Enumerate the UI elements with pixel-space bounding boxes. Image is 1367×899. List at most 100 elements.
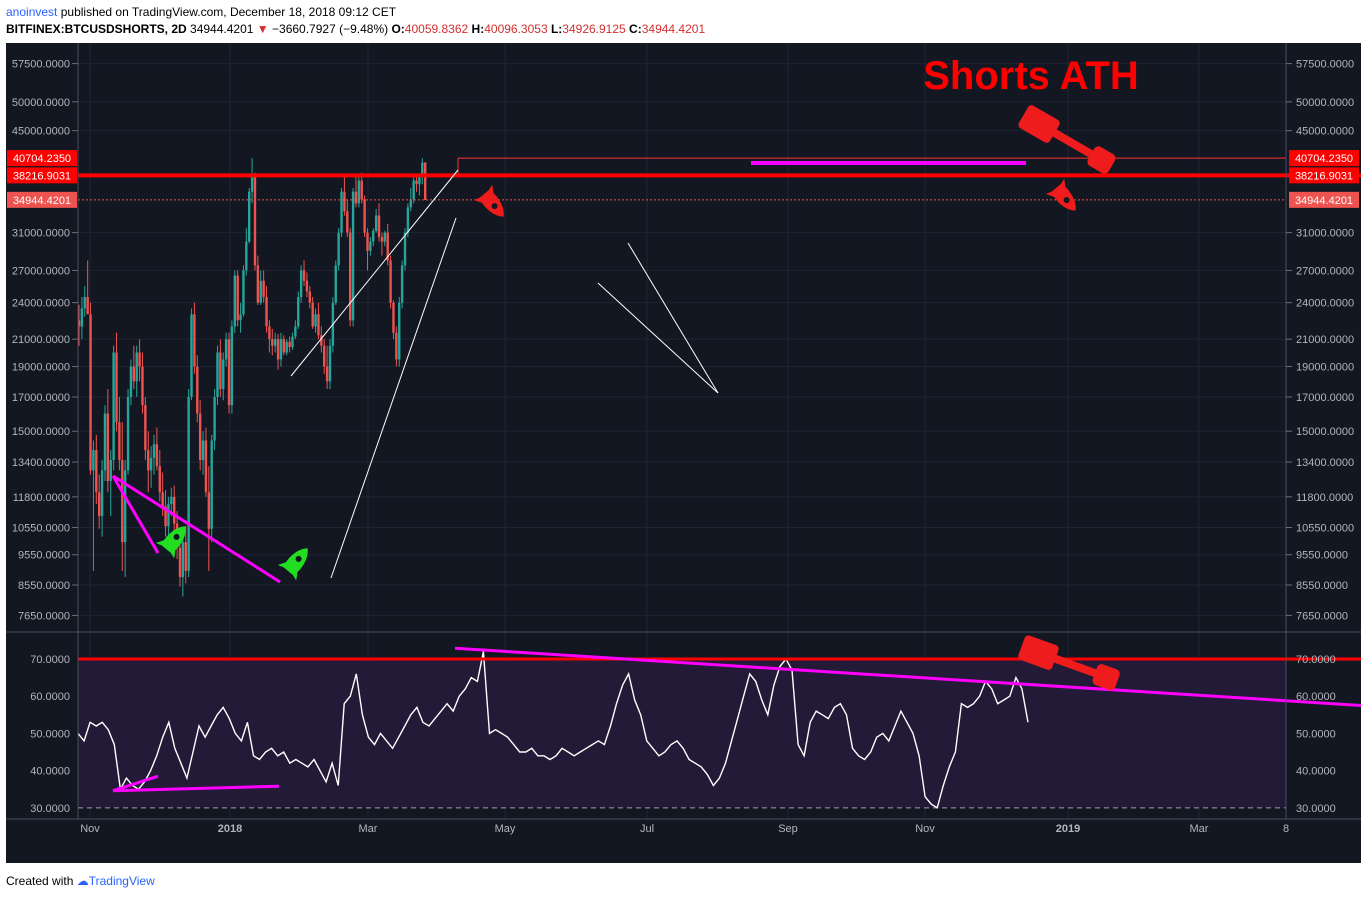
candle-body xyxy=(155,444,159,467)
candle-body xyxy=(386,232,389,261)
candle-body xyxy=(118,422,121,461)
candle-body xyxy=(325,366,329,382)
candle-body xyxy=(164,506,167,527)
price-tick-label-left: 8550.0000 xyxy=(18,580,70,592)
candle-body xyxy=(132,366,136,382)
candle-body xyxy=(190,314,193,397)
author-link[interactable]: anoinvest xyxy=(6,5,58,19)
candle-body xyxy=(334,265,337,303)
tradingview-logo-icon: ☁ xyxy=(76,874,89,888)
candle-body xyxy=(320,335,323,346)
price-tick-label-left: 13400.0000 xyxy=(12,457,70,469)
candle-body xyxy=(242,270,245,315)
rsi-divergence-line xyxy=(454,646,1361,707)
candle-body xyxy=(129,366,133,397)
low-label: L: xyxy=(550,22,563,36)
candle-body xyxy=(198,413,202,461)
rocket-down-icon-window xyxy=(1063,197,1070,204)
price-tick-label-left: 50000.0000 xyxy=(12,97,70,109)
candle-body xyxy=(383,232,387,242)
price-tick-label-right: 10550.0000 xyxy=(1296,522,1354,534)
time-tick-label: Sep xyxy=(778,823,798,835)
trend-line xyxy=(597,282,719,394)
candle-body xyxy=(372,230,375,242)
candle-body xyxy=(149,458,153,471)
candle-body xyxy=(403,232,407,266)
candle-body xyxy=(239,314,242,321)
price-label-bg-right xyxy=(1289,150,1359,167)
candle-body xyxy=(112,352,115,461)
down-arrow-icon: ▼ xyxy=(256,22,269,36)
candle-body xyxy=(213,396,216,441)
rocket-down-icon xyxy=(1045,178,1076,211)
price-tick-label-right: 21000.0000 xyxy=(1296,334,1354,346)
candle-body xyxy=(210,440,213,529)
rocket-up-icon-body xyxy=(283,548,308,576)
candle-body xyxy=(285,341,288,353)
candle-body xyxy=(233,275,236,327)
candle-body xyxy=(271,339,274,346)
candle-body xyxy=(262,280,265,297)
price-tick-label-left: 9550.0000 xyxy=(18,550,70,562)
candle-body xyxy=(95,450,98,493)
rocket-up-icon-body xyxy=(161,526,186,554)
footer: Created with ☁TradingView xyxy=(6,874,155,888)
candle-body xyxy=(305,280,309,292)
candle-body xyxy=(265,296,268,327)
price-tick-label-right: 57500.0000 xyxy=(1296,59,1354,71)
candle-body xyxy=(187,396,190,571)
price-tick-label-right: 13400.0000 xyxy=(1296,457,1354,469)
price-tick-label-right: 27000.0000 xyxy=(1296,265,1354,277)
candle-body xyxy=(415,180,418,185)
price-label-bg-left xyxy=(7,191,77,208)
rsi-tick-label-left: 70.0000 xyxy=(30,654,70,666)
candle-body xyxy=(398,302,401,360)
chart-canvas[interactable]: 7650.0000 7650.0000 8550.0000 8550.0000 9550… xyxy=(6,43,1361,863)
candle-body xyxy=(323,345,326,367)
candle-body xyxy=(256,265,260,303)
price-tick-label-right: 11800.0000 xyxy=(1296,492,1353,504)
price-change: −3660.7927 (−9.48%) xyxy=(272,22,389,36)
candle-body xyxy=(279,339,283,360)
rsi-tick-label-right: 50.0000 xyxy=(1296,728,1336,740)
candle-body xyxy=(374,215,378,231)
last-price: 34944.4201 xyxy=(190,22,254,36)
candle-body xyxy=(288,341,291,348)
trend-line xyxy=(290,169,459,377)
publish-info: anoinvest published on TradingView.com, … xyxy=(6,5,396,19)
rsi-tick-label-right: 40.0000 xyxy=(1296,766,1336,778)
close-label: C: xyxy=(629,22,642,36)
price-tick-label-right: 31000.0000 xyxy=(1296,228,1354,240)
rsi-tick-label-left: 30.0000 xyxy=(30,803,70,815)
price-label-right: 40704.2350 xyxy=(1295,153,1353,165)
candle-body xyxy=(224,339,228,360)
candle-body xyxy=(158,466,161,493)
candle-body xyxy=(147,450,150,471)
price-label-bg-left xyxy=(7,150,77,167)
candle-body xyxy=(268,326,271,340)
gavel-icon-handle xyxy=(1052,654,1102,679)
price-tick-label-left: 11800.0000 xyxy=(13,492,70,504)
candle-body xyxy=(395,332,398,360)
candle-body xyxy=(351,191,355,321)
price-label-right: 38216.9031 xyxy=(1295,170,1353,182)
candle-body xyxy=(184,542,187,571)
rsi-line xyxy=(77,651,1029,809)
tradingview-link[interactable]: TradingView xyxy=(88,874,155,888)
rsi-band-fill xyxy=(78,659,1286,808)
time-tick-label: Nov xyxy=(80,823,100,835)
gavel-icon-head xyxy=(1018,105,1060,143)
candle-body xyxy=(400,265,404,303)
time-tick-label: 2019 xyxy=(1056,823,1080,835)
price-tick-label-left: 10550.0000 xyxy=(12,522,70,534)
price-label-left: 34944.4201 xyxy=(13,195,71,207)
candle-body xyxy=(343,191,346,212)
candle-body xyxy=(201,440,205,461)
candle-body xyxy=(424,162,427,200)
price-tick-label-left: 17000.0000 xyxy=(12,392,70,404)
open-label: O: xyxy=(391,22,405,36)
candle-body xyxy=(346,211,349,233)
candle-body xyxy=(409,199,412,208)
candle-body xyxy=(141,366,144,406)
candle-body xyxy=(178,547,182,578)
